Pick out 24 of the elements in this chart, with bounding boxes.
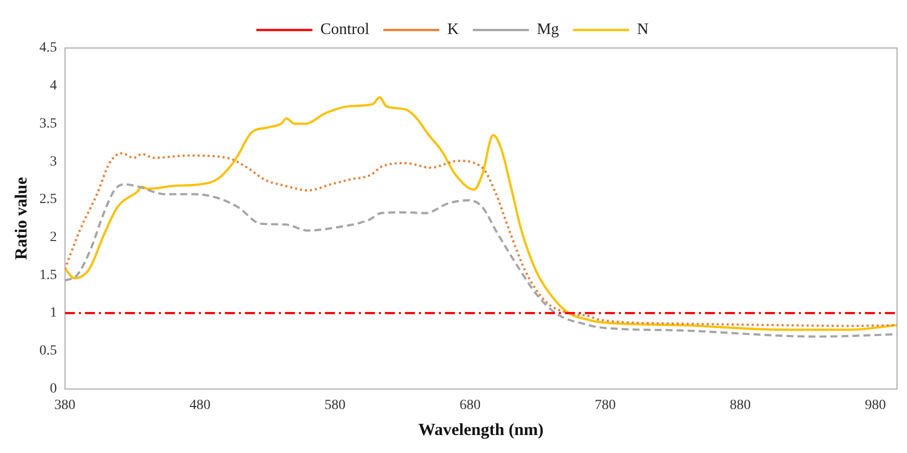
legend-label: N bbox=[637, 21, 650, 38]
y-tick-label: 4 bbox=[50, 78, 57, 94]
y-tick-label: 4.5 bbox=[39, 40, 57, 56]
legend-label: Control bbox=[320, 21, 370, 38]
x-tick-label: 680 bbox=[460, 398, 481, 413]
y-axis-title: Ratio value bbox=[12, 176, 31, 260]
y-tick-label: 2 bbox=[50, 230, 57, 246]
y-tick-label: 1 bbox=[50, 306, 57, 321]
y-tick-label: 0 bbox=[50, 381, 57, 396]
x-tick-label: 380 bbox=[54, 398, 76, 413]
y-tick-label: 2.5 bbox=[39, 192, 57, 208]
x-tick-label: 480 bbox=[189, 398, 210, 413]
line-series bbox=[64, 96, 897, 331]
y-tick-label: 3 bbox=[50, 154, 57, 170]
x-tick-label: 880 bbox=[730, 398, 751, 413]
x-axis-title: Wavelength (nm) bbox=[418, 420, 544, 440]
y-tick-label: 1.5 bbox=[39, 268, 57, 283]
x-tick-label: 580 bbox=[324, 398, 346, 413]
legend-label: K bbox=[447, 21, 460, 38]
x-tick-label: 980 bbox=[864, 398, 886, 413]
y-tick-label: 0.5 bbox=[39, 344, 57, 359]
legend-label: Mg bbox=[536, 21, 560, 38]
y-tick-label: 3.5 bbox=[39, 116, 57, 132]
x-tick-label: 780 bbox=[594, 398, 616, 413]
